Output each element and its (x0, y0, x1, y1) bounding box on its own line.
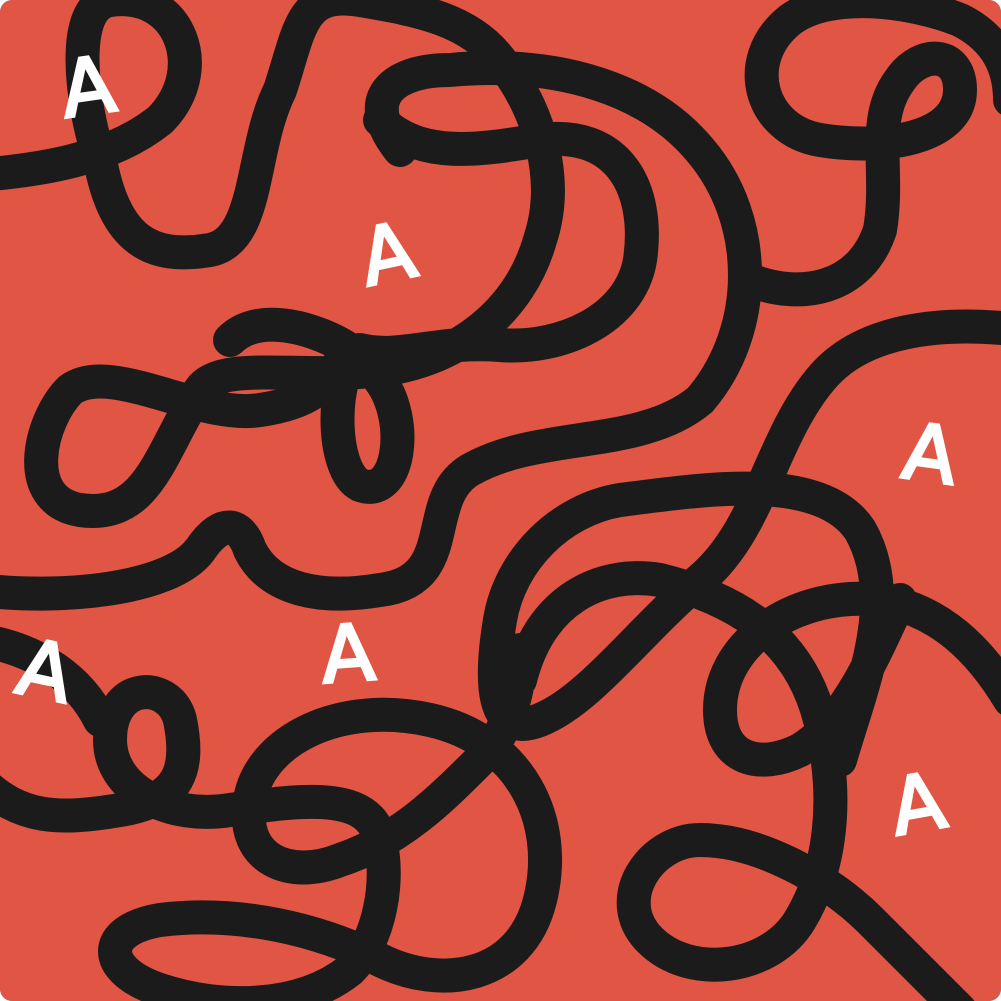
squiggle-line (24, 43, 565, 528)
squiggle-line (0, 0, 517, 270)
squiggle-line (0, 626, 117, 737)
squiggle-line (703, 581, 1001, 777)
squiggle-line (733, 0, 1001, 307)
squiggle-line (231, 633, 563, 993)
squiggle-line (0, 51, 762, 611)
letter-a: A (318, 608, 378, 702)
squiggle-line (0, 675, 401, 1001)
squiggle-line (503, 561, 975, 1001)
squiggle-line (320, 103, 659, 504)
